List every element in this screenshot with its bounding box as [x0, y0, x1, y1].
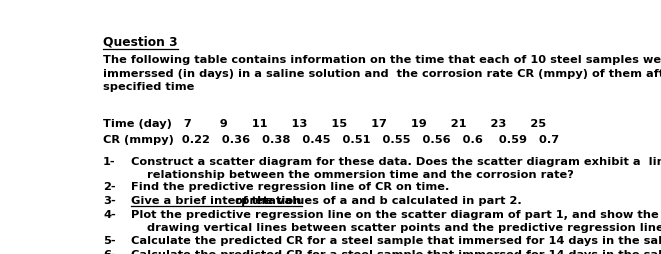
Text: 6-: 6-: [103, 249, 116, 254]
Text: Construct a scatter diagram for these data. Does the scatter diagram exhibit a  : Construct a scatter diagram for these da…: [132, 157, 661, 180]
Text: 2-: 2-: [103, 182, 116, 192]
Text: The following table contains information on the time that each of 10 steel sampl: The following table contains information…: [103, 55, 661, 92]
Text: Calculate the predicted CR for a steel sample that immersed for 14 days in the s: Calculate the predicted CR for a steel s…: [132, 249, 661, 254]
Text: 3-: 3-: [103, 196, 116, 206]
Text: 1-: 1-: [103, 157, 116, 167]
Text: Time (day)   7       9      11      13      15      17      19      21      23  : Time (day) 7 9 11 13 15 17 19 21 23: [103, 119, 546, 130]
Text: Calculate the predicted CR for a steel sample that immersed for 14 days in the s: Calculate the predicted CR for a steel s…: [132, 236, 661, 246]
Text: 4-: 4-: [103, 210, 116, 220]
Text: Give a brief interpretation: Give a brief interpretation: [132, 196, 301, 206]
Text: Question 3: Question 3: [103, 35, 178, 48]
Text: 5-: 5-: [103, 236, 116, 246]
Text: Plot the predictive regression line on the scatter diagram of part 1, and show t: Plot the predictive regression line on t…: [132, 210, 661, 233]
Text: of the values of a and b calculated in part 2.: of the values of a and b calculated in p…: [231, 196, 522, 206]
Text: Find the predictive regression line of CR on time.: Find the predictive regression line of C…: [132, 182, 449, 192]
Text: CR (mmpy)  0.22   0.36   0.38   0.45   0.51   0.55   0.56   0.6    0.59   0.7: CR (mmpy) 0.22 0.36 0.38 0.45 0.51 0.55 …: [103, 135, 559, 145]
